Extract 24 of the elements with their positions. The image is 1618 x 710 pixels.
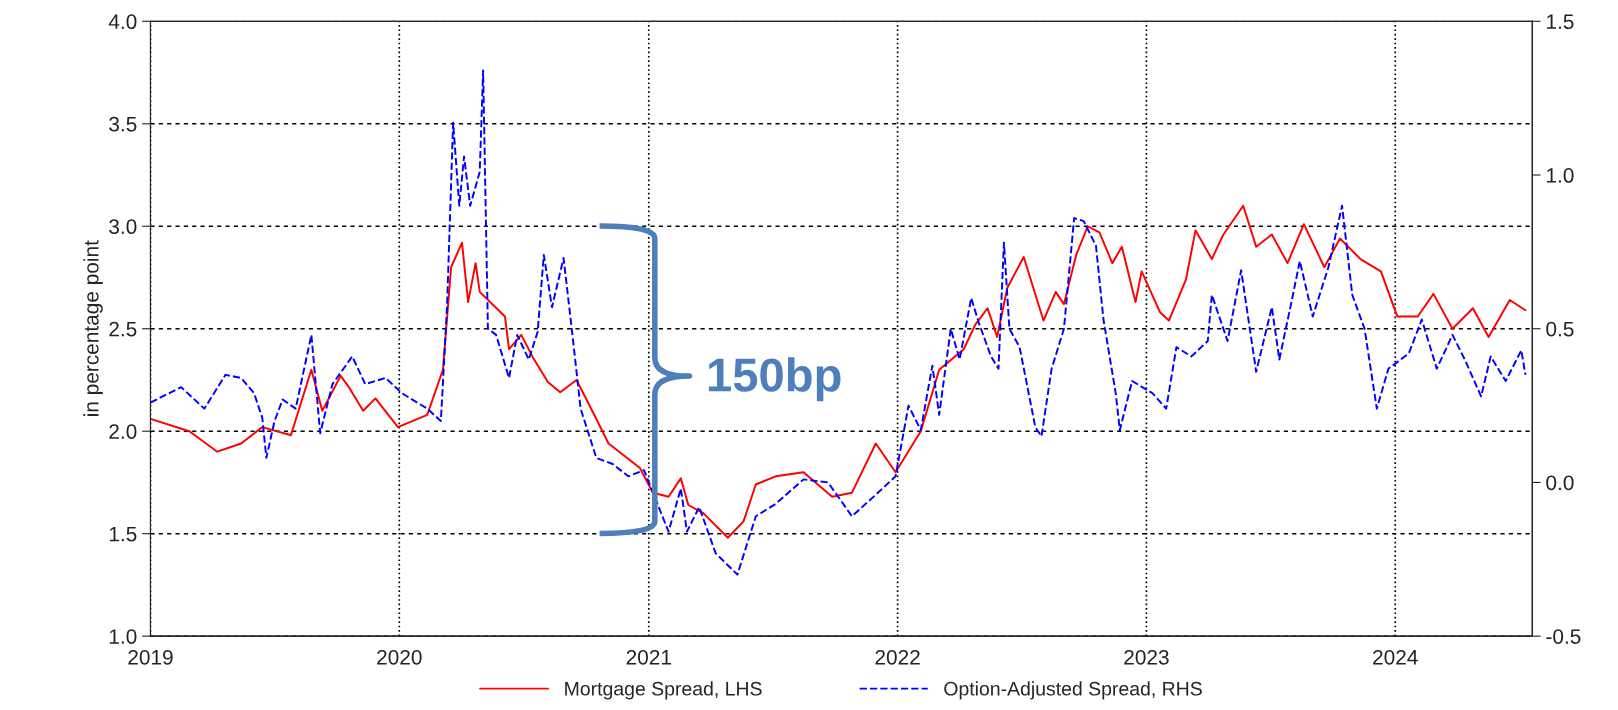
x-tick-label: 2019 — [128, 649, 173, 665]
annotation: 150bp — [708, 357, 841, 402]
y2-tick-label: -0.5 — [1546, 629, 1581, 644]
y-axis-title: in percentage point — [83, 240, 103, 416]
y2-tick-label: 0.0 — [1546, 475, 1574, 491]
x-tick-label: 2020 — [377, 649, 422, 665]
legend-label: Option-Adjusted Spread, RHS — [944, 681, 1202, 700]
line-series — [150, 69, 1527, 576]
x-tick-label: 2023 — [1124, 649, 1169, 665]
y-tick-label: 1.5 — [109, 526, 137, 542]
line-series — [150, 204, 1527, 539]
x-tick-label: 2021 — [626, 649, 671, 665]
y-tick-label: 4.0 — [108, 14, 137, 30]
x-tick-label: 2024 — [1373, 649, 1418, 665]
y2-tick-label: 0.5 — [1546, 321, 1574, 337]
y-tick-label: 3.5 — [109, 116, 137, 132]
x-tick-label: 2022 — [875, 649, 920, 665]
y-tick-label: 1.0 — [109, 629, 137, 644]
y2-tick-label: 1.5 — [1547, 14, 1574, 30]
y-tick-label: 2.5 — [109, 321, 137, 337]
legend-label: Mortgage Spread, LHS — [565, 681, 762, 700]
y-tick-label: 3.0 — [109, 219, 137, 235]
y2-tick-label: 1.0 — [1547, 168, 1574, 183]
y-tick-label: 2.0 — [109, 424, 137, 439]
